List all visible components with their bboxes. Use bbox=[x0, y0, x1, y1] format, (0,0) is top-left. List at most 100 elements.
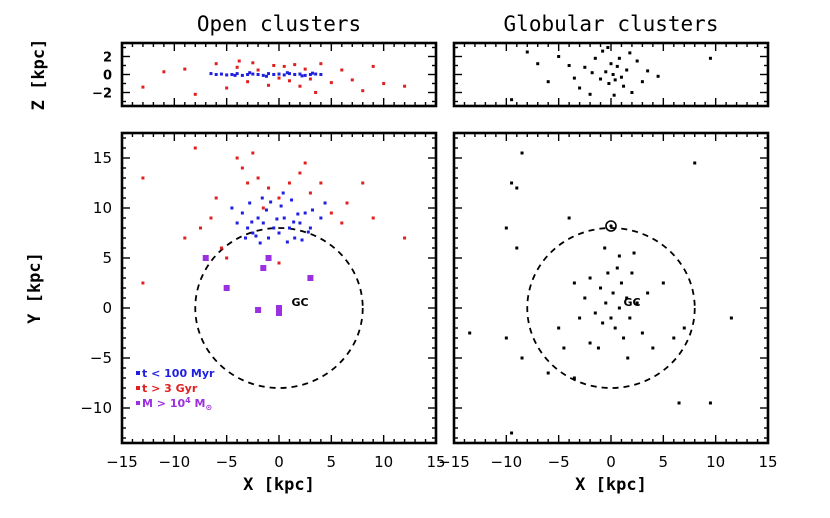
globular-xy-point bbox=[606, 271, 610, 275]
open-xy-point bbox=[323, 201, 327, 205]
globular-xy-xtick-label: 15 bbox=[758, 453, 777, 471]
globular-xy-point bbox=[615, 266, 619, 270]
globular-xy-point bbox=[682, 326, 686, 330]
globular-xy-point bbox=[609, 316, 613, 320]
open-z-point bbox=[141, 85, 145, 89]
open-z-point bbox=[267, 72, 271, 76]
open-xy-point bbox=[319, 216, 323, 220]
globular-xy-point bbox=[510, 181, 514, 185]
open-xy-point bbox=[277, 261, 281, 265]
open-xy-point bbox=[279, 204, 283, 208]
open-xy-point bbox=[250, 220, 254, 224]
open-xy-point bbox=[298, 171, 302, 175]
open-z-point bbox=[256, 73, 260, 76]
open-z-point bbox=[272, 64, 276, 67]
open-z-point bbox=[277, 72, 281, 76]
open-z-point bbox=[237, 59, 241, 63]
open-xy-point bbox=[292, 220, 296, 224]
open-z-point bbox=[246, 73, 250, 76]
open-xy-point bbox=[296, 212, 300, 216]
open-xy-point bbox=[141, 281, 145, 285]
open-z-point bbox=[340, 68, 344, 72]
globular-xy-panel: X [kpc] −15 −10 −5 0 5 10 15 GC bbox=[438, 131, 778, 495]
open-xy-point bbox=[264, 208, 268, 212]
open-xy-point bbox=[303, 211, 307, 215]
open-xy-xtick-label: 15 bbox=[426, 453, 445, 471]
globular-z-point bbox=[536, 62, 540, 66]
open-xy-point bbox=[193, 146, 197, 150]
globular-xy-point bbox=[708, 401, 712, 405]
globular-xy-point bbox=[632, 251, 636, 255]
open-xy-point bbox=[306, 230, 310, 234]
globular-xy-xtick-label: 0 bbox=[606, 453, 616, 471]
globular-xy-point bbox=[611, 291, 615, 295]
open-xy-point bbox=[214, 196, 218, 200]
globular-xy-point bbox=[693, 161, 697, 165]
globular-z-point bbox=[628, 51, 632, 55]
globular-z-point bbox=[615, 64, 619, 68]
globular-xy-point bbox=[630, 271, 634, 275]
open-xy-point bbox=[225, 256, 229, 260]
open-z-point bbox=[214, 73, 218, 76]
globular-z-point bbox=[617, 56, 621, 60]
globular-z-point bbox=[510, 98, 514, 102]
globular-z-point bbox=[613, 78, 617, 82]
open-xy-point bbox=[251, 151, 255, 155]
open-xy-point bbox=[254, 234, 258, 238]
globular-xy-xtick-label: 10 bbox=[706, 453, 725, 471]
open-xy-points bbox=[141, 146, 407, 316]
globular-z-title: Globular clusters bbox=[504, 12, 719, 36]
globular-xy-point bbox=[672, 336, 676, 340]
open-z-point bbox=[382, 82, 386, 85]
globular-xy-point bbox=[515, 246, 519, 250]
open-xy-xtick-label: 0 bbox=[274, 453, 284, 471]
globular-xy-point bbox=[562, 346, 566, 350]
open-z-point bbox=[214, 62, 218, 66]
open-z-point bbox=[293, 63, 297, 67]
open-z-point bbox=[361, 89, 365, 93]
open-z-point bbox=[277, 76, 281, 80]
open-xy-point bbox=[275, 217, 279, 221]
globular-xy-point bbox=[628, 316, 632, 320]
open-xy-point bbox=[277, 196, 281, 200]
globular-xy-point bbox=[635, 301, 639, 305]
open-xy-point bbox=[219, 246, 223, 250]
open-xy-point bbox=[209, 216, 213, 220]
open-xy-point bbox=[261, 221, 265, 225]
open-z-point bbox=[240, 73, 244, 77]
open-xy-xlabel: X [kpc] bbox=[243, 475, 315, 495]
globular-xy-frame bbox=[452, 131, 770, 445]
open-xy-point bbox=[260, 265, 267, 271]
globular-xy-points bbox=[468, 151, 733, 435]
open-z-point bbox=[308, 73, 312, 76]
open-xy-point bbox=[308, 191, 312, 195]
globular-z-point bbox=[601, 49, 605, 53]
globular-xy-xtick-label: −10 bbox=[491, 453, 523, 471]
globular-z-point bbox=[583, 65, 587, 69]
globular-xy-point bbox=[572, 376, 576, 380]
open-xy-point bbox=[230, 206, 234, 210]
globular-z-point bbox=[557, 55, 561, 58]
open-xy-legend-label: M > 104 M⊙ bbox=[142, 396, 212, 412]
open-z-title: Open clusters bbox=[197, 12, 361, 36]
globular-z-point bbox=[611, 73, 615, 76]
open-z-point bbox=[303, 73, 307, 77]
open-xy-legend-label: t > 3 Gyr bbox=[142, 382, 198, 395]
open-z-point bbox=[225, 86, 229, 90]
open-xy-point bbox=[202, 255, 209, 261]
open-xy-point bbox=[246, 181, 250, 185]
globular-z-point bbox=[606, 46, 610, 49]
open-z-point bbox=[285, 71, 289, 75]
globular-z-point bbox=[525, 50, 529, 54]
open-z-ytick-label: −2 bbox=[92, 87, 112, 102]
open-z-point bbox=[350, 78, 354, 82]
open-xy-point bbox=[403, 236, 407, 240]
open-z-point bbox=[329, 81, 333, 85]
globular-xy-xtick-label: −15 bbox=[438, 453, 470, 471]
globular-xy-point bbox=[617, 254, 621, 258]
open-z-point bbox=[248, 71, 252, 75]
open-xy-legend-marker bbox=[136, 401, 140, 405]
open-xy-point bbox=[258, 241, 262, 245]
open-xy-point bbox=[287, 226, 291, 230]
